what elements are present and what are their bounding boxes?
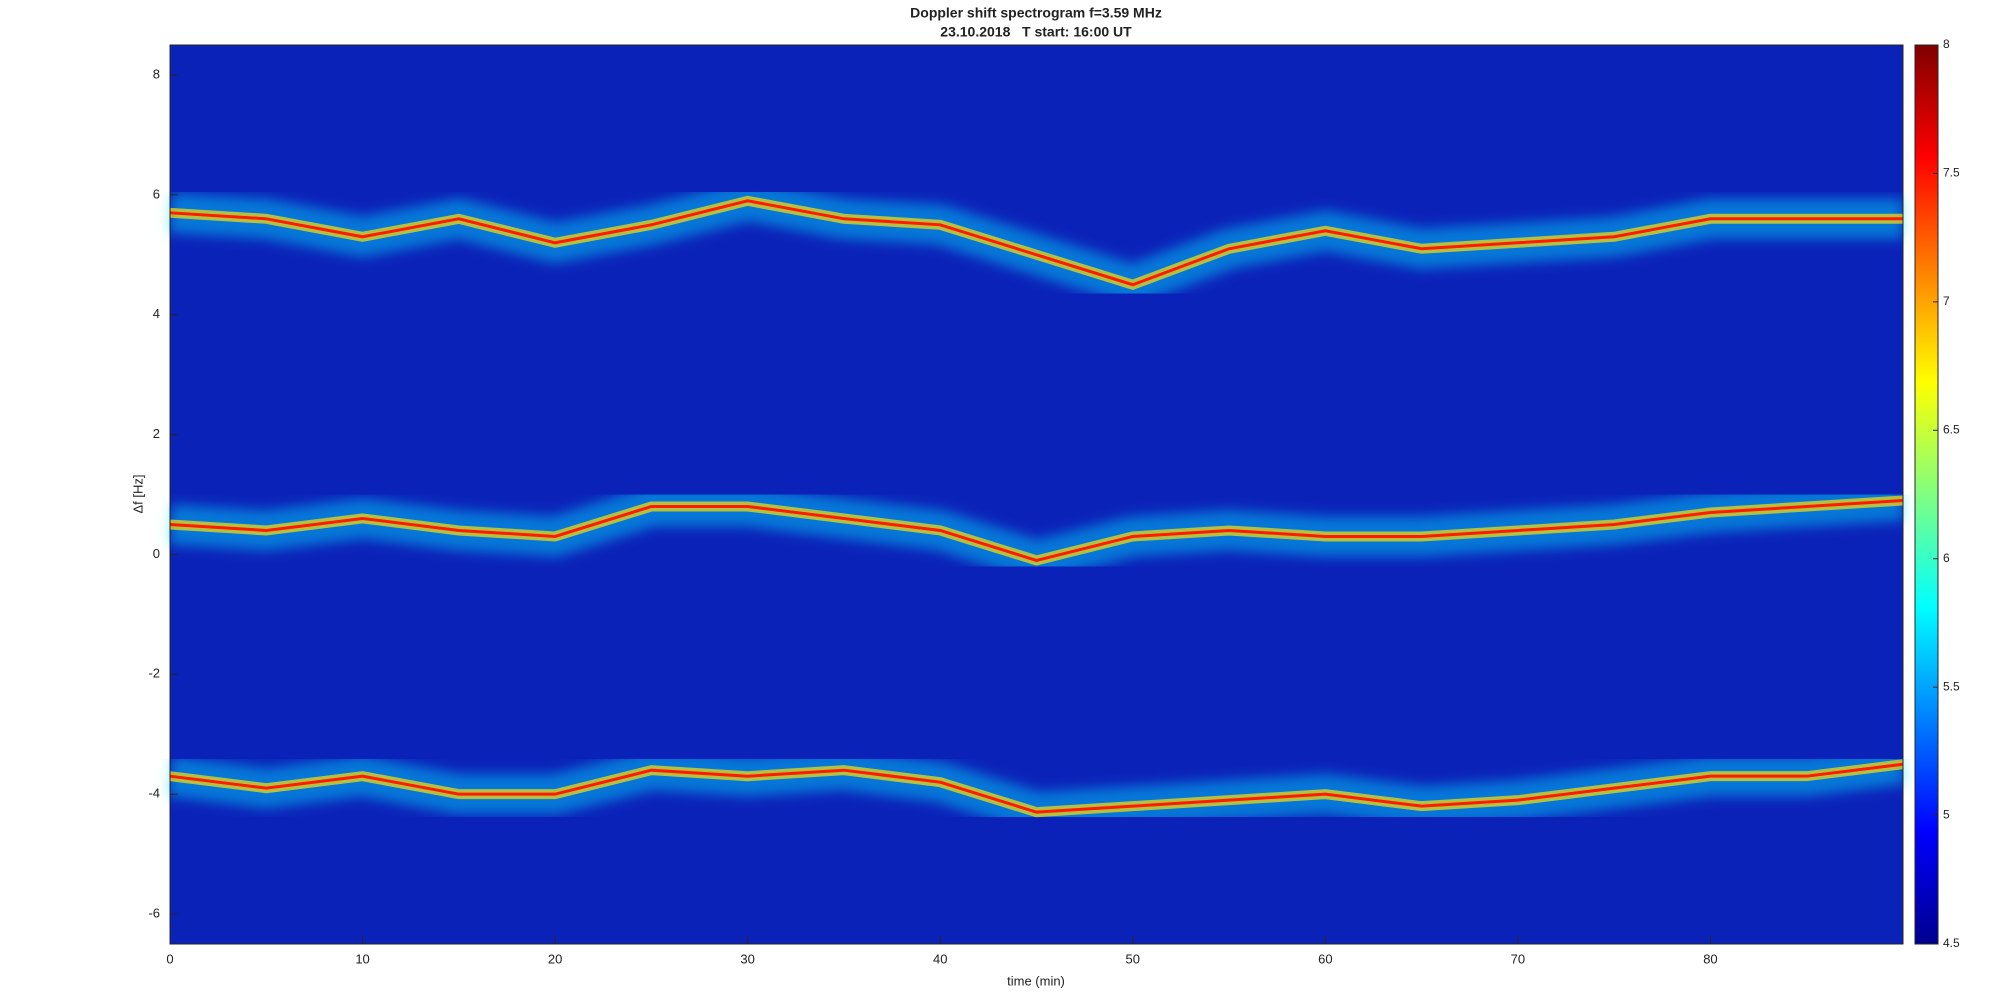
x-tick-label: 50: [1126, 951, 1140, 966]
colorbar-tick-label: 5.5: [1943, 679, 1960, 693]
y-tick-label: -4: [148, 786, 160, 801]
trace: [169, 762, 1904, 814]
x-tick-label: 80: [1703, 951, 1717, 966]
chart-subtitle: 23.10.2018 T start: 16:00 UT: [940, 24, 1132, 40]
y-tick-label: 4: [153, 306, 160, 321]
x-tick-label: 20: [548, 951, 562, 966]
x-tick-label: 70: [1511, 951, 1525, 966]
x-tick-label: 60: [1318, 951, 1332, 966]
colorbar-tick-label: 5: [1943, 808, 1950, 822]
y-tick-label: 2: [153, 426, 160, 441]
colorbar-tick-label: 7: [1943, 294, 1950, 308]
y-tick-label: -6: [148, 905, 160, 920]
chart-title: Doppler shift spectrogram f=3.59 MHz: [910, 5, 1162, 21]
colorbar-tick-label: 8: [1943, 37, 1950, 51]
colorbar-tick-label: 7.5: [1943, 166, 1960, 180]
y-tick-label: -2: [148, 666, 160, 681]
trace: [169, 498, 1904, 562]
colorbar-tick-label: 4.5: [1943, 936, 1960, 950]
x-tick-label: 0: [166, 951, 173, 966]
x-tick-label: 40: [933, 951, 947, 966]
colorbar-tick-label: 6: [1943, 551, 1950, 565]
y-tick-label: 8: [153, 66, 160, 81]
x-axis-label: time (min): [1007, 973, 1065, 988]
trace: [169, 199, 1903, 287]
y-tick-label: 6: [153, 186, 160, 201]
colorbar-tick-label: 6.5: [1943, 422, 1960, 436]
x-tick-label: 10: [355, 951, 369, 966]
plot-frame: [169, 44, 1904, 945]
x-tick-label: 30: [740, 951, 754, 966]
colorbar: [1914, 44, 1939, 945]
y-axis-label: Δf [Hz]: [130, 474, 145, 513]
y-tick-label: 0: [153, 546, 160, 561]
